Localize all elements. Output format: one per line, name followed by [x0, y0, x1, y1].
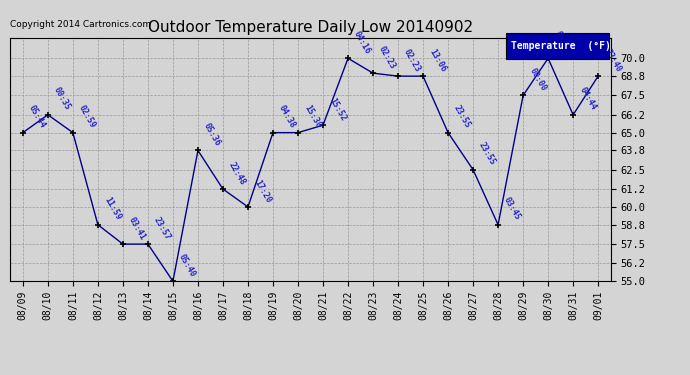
- Text: 04:38: 04:38: [277, 104, 297, 130]
- Text: 23:57: 23:57: [152, 215, 172, 242]
- Text: 00:35: 00:35: [52, 86, 72, 112]
- Text: 17:20: 17:20: [252, 178, 273, 204]
- Text: 05:44: 05:44: [27, 104, 48, 130]
- Text: 22:48: 22:48: [227, 160, 248, 186]
- Text: 00:00: 00:00: [552, 29, 573, 56]
- Title: Outdoor Temperature Daily Low 20140902: Outdoor Temperature Daily Low 20140902: [148, 20, 473, 35]
- Text: 11:59: 11:59: [102, 196, 122, 222]
- Text: Temperature  (°F): Temperature (°F): [511, 41, 611, 51]
- Text: 00:00: 00:00: [527, 66, 548, 93]
- Text: 05:40: 05:40: [177, 252, 197, 279]
- Text: 23:55: 23:55: [477, 141, 497, 167]
- Text: Copyright 2014 Cartronics.com: Copyright 2014 Cartronics.com: [10, 20, 152, 29]
- Text: 02:23: 02:23: [402, 47, 422, 74]
- Text: 23:55: 23:55: [452, 104, 473, 130]
- Text: 02:23: 02:23: [377, 44, 397, 70]
- Text: 02:59: 02:59: [77, 104, 97, 130]
- Text: 04:16: 04:16: [352, 29, 373, 56]
- Text: 05:36: 05:36: [202, 122, 222, 148]
- Text: 23:40: 23:40: [602, 47, 622, 74]
- Text: 03:41: 03:41: [127, 215, 148, 242]
- Text: 04:44: 04:44: [578, 86, 598, 112]
- Text: 15:52: 15:52: [327, 96, 348, 122]
- Text: 15:30: 15:30: [302, 104, 322, 130]
- Text: 13:06: 13:06: [427, 47, 448, 74]
- Text: 03:45: 03:45: [502, 196, 522, 222]
